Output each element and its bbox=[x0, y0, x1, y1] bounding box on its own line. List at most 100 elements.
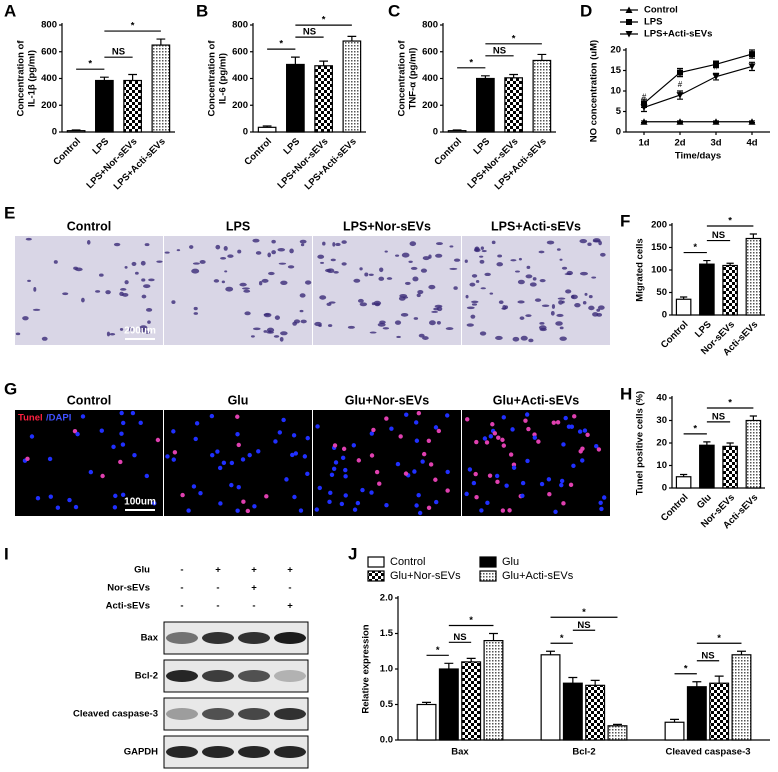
cell bbox=[241, 287, 250, 290]
cell bbox=[525, 314, 532, 318]
cell bbox=[235, 432, 240, 437]
blot-band bbox=[274, 670, 306, 682]
cell bbox=[120, 442, 126, 447]
cell bbox=[67, 497, 72, 503]
cell bbox=[171, 300, 176, 305]
cell bbox=[434, 499, 439, 505]
cell bbox=[536, 439, 541, 444]
cell bbox=[357, 298, 364, 303]
cell bbox=[369, 331, 377, 334]
cell bbox=[328, 490, 333, 496]
cell bbox=[558, 300, 564, 305]
cell bbox=[414, 503, 419, 508]
cell bbox=[500, 437, 505, 443]
cell bbox=[488, 434, 494, 439]
bar bbox=[722, 264, 738, 316]
y-tick-label: 600 bbox=[422, 46, 438, 57]
cell bbox=[300, 243, 305, 247]
point-label: # bbox=[678, 80, 683, 89]
stain-label: Tunel bbox=[18, 413, 43, 424]
cell bbox=[41, 336, 48, 341]
cell bbox=[22, 316, 29, 321]
error-bar bbox=[714, 675, 724, 684]
cell bbox=[256, 449, 261, 454]
cell bbox=[384, 416, 389, 421]
y-tick-label: 30 bbox=[656, 415, 667, 426]
significance-label: * bbox=[582, 607, 586, 618]
cell bbox=[464, 491, 469, 497]
cell bbox=[189, 245, 194, 250]
legend-label: LPS bbox=[644, 17, 662, 28]
blot-band bbox=[202, 708, 234, 720]
y-tick-label: 150 bbox=[651, 242, 667, 253]
point bbox=[712, 73, 720, 81]
significance-label: NS bbox=[493, 45, 506, 56]
cell bbox=[156, 260, 163, 263]
legend-label: Control bbox=[390, 556, 425, 568]
cell bbox=[453, 258, 461, 262]
cell bbox=[587, 242, 592, 247]
cell bbox=[215, 449, 220, 454]
blot-band bbox=[166, 746, 198, 758]
error-bar bbox=[480, 75, 490, 79]
error-bar bbox=[613, 723, 622, 726]
cell bbox=[412, 276, 419, 282]
cell bbox=[236, 442, 241, 448]
error-bar bbox=[509, 73, 519, 78]
cell bbox=[404, 281, 411, 285]
cell bbox=[546, 240, 555, 245]
significance-label: * bbox=[728, 216, 732, 227]
cell bbox=[299, 239, 307, 244]
legend-marker bbox=[626, 19, 632, 25]
bar bbox=[745, 237, 762, 316]
y-tick-label: 400 bbox=[232, 73, 248, 84]
cell bbox=[48, 494, 54, 499]
cell bbox=[480, 246, 485, 250]
image-label: LPS+Nor-sEVs bbox=[343, 219, 431, 233]
cell bbox=[428, 284, 436, 290]
error-bar bbox=[537, 53, 547, 61]
y-tick-label: 800 bbox=[422, 20, 438, 31]
blot-band bbox=[274, 632, 306, 644]
error-bar bbox=[670, 718, 679, 723]
cell bbox=[409, 241, 417, 247]
cell bbox=[371, 302, 376, 306]
y-tick-label: 1.0 bbox=[380, 664, 393, 675]
cell bbox=[193, 436, 198, 442]
point bbox=[748, 118, 756, 125]
cell bbox=[471, 480, 477, 486]
blot-band bbox=[166, 632, 198, 644]
cell bbox=[435, 253, 443, 258]
cell bbox=[100, 473, 105, 479]
cell bbox=[596, 308, 601, 312]
cell bbox=[523, 418, 528, 423]
blot-band bbox=[202, 670, 234, 682]
cell bbox=[525, 274, 533, 279]
cell bbox=[433, 307, 439, 311]
cell bbox=[284, 477, 289, 482]
cell bbox=[565, 289, 572, 294]
cell bbox=[292, 321, 297, 326]
cell bbox=[555, 321, 563, 326]
cell bbox=[464, 259, 468, 263]
point bbox=[712, 118, 720, 125]
cell bbox=[252, 238, 260, 243]
cell bbox=[386, 277, 393, 280]
significance-label: * bbox=[131, 21, 135, 32]
cell bbox=[507, 508, 512, 513]
cell bbox=[86, 239, 91, 245]
cell bbox=[221, 460, 227, 466]
scale-bar-label: 100um bbox=[124, 497, 156, 508]
cell bbox=[579, 271, 588, 276]
significance-label: * bbox=[436, 645, 440, 656]
cell bbox=[485, 500, 490, 506]
panel-letter: C bbox=[388, 1, 400, 20]
cell bbox=[445, 327, 454, 331]
cell bbox=[218, 501, 223, 506]
error-bar bbox=[422, 701, 431, 705]
cell bbox=[520, 335, 528, 341]
panel-letter: F bbox=[620, 211, 630, 230]
significance-label: NS bbox=[701, 650, 714, 661]
cell bbox=[343, 467, 348, 473]
cell bbox=[504, 483, 509, 488]
